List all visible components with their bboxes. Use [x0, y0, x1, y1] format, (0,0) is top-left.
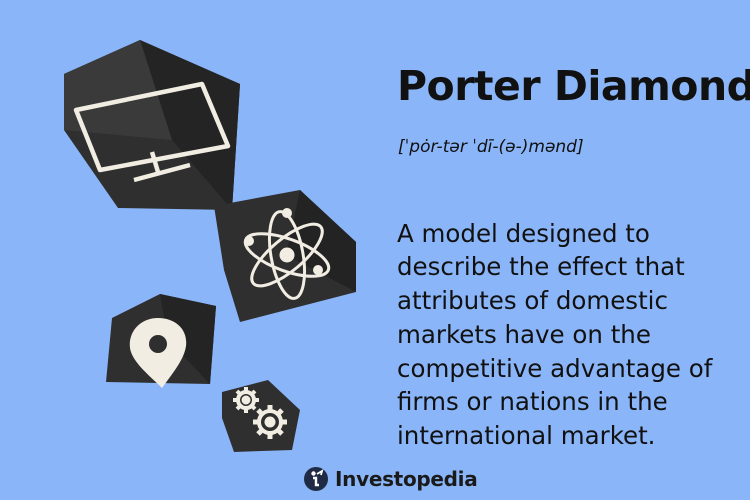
monitor-tile-facet: [140, 40, 240, 210]
monitor-tile-facet: [64, 40, 172, 140]
brand-name: Investopedia: [335, 467, 478, 491]
pronunciation: [ˈpȯr-tər ˈdī-(ə-)mənd]: [398, 137, 584, 157]
investopedia-logo-icon: [304, 467, 328, 491]
map-pin-icon: [129, 318, 187, 388]
gears-tile: [222, 380, 300, 452]
monitor-icon: [73, 81, 231, 183]
investopedia-brand: Investopedia: [303, 466, 478, 492]
atom-icon: [243, 208, 331, 300]
term-title: Porter Diamond: [397, 62, 750, 110]
gears-icon: [233, 387, 287, 439]
map-pin-tile: [106, 294, 216, 388]
definition-text: A model designed to describe the effect …: [397, 218, 713, 451]
map-pin-tile-facet: [160, 294, 216, 384]
monitor-tile: [64, 40, 240, 210]
atom-tile: [214, 190, 356, 322]
